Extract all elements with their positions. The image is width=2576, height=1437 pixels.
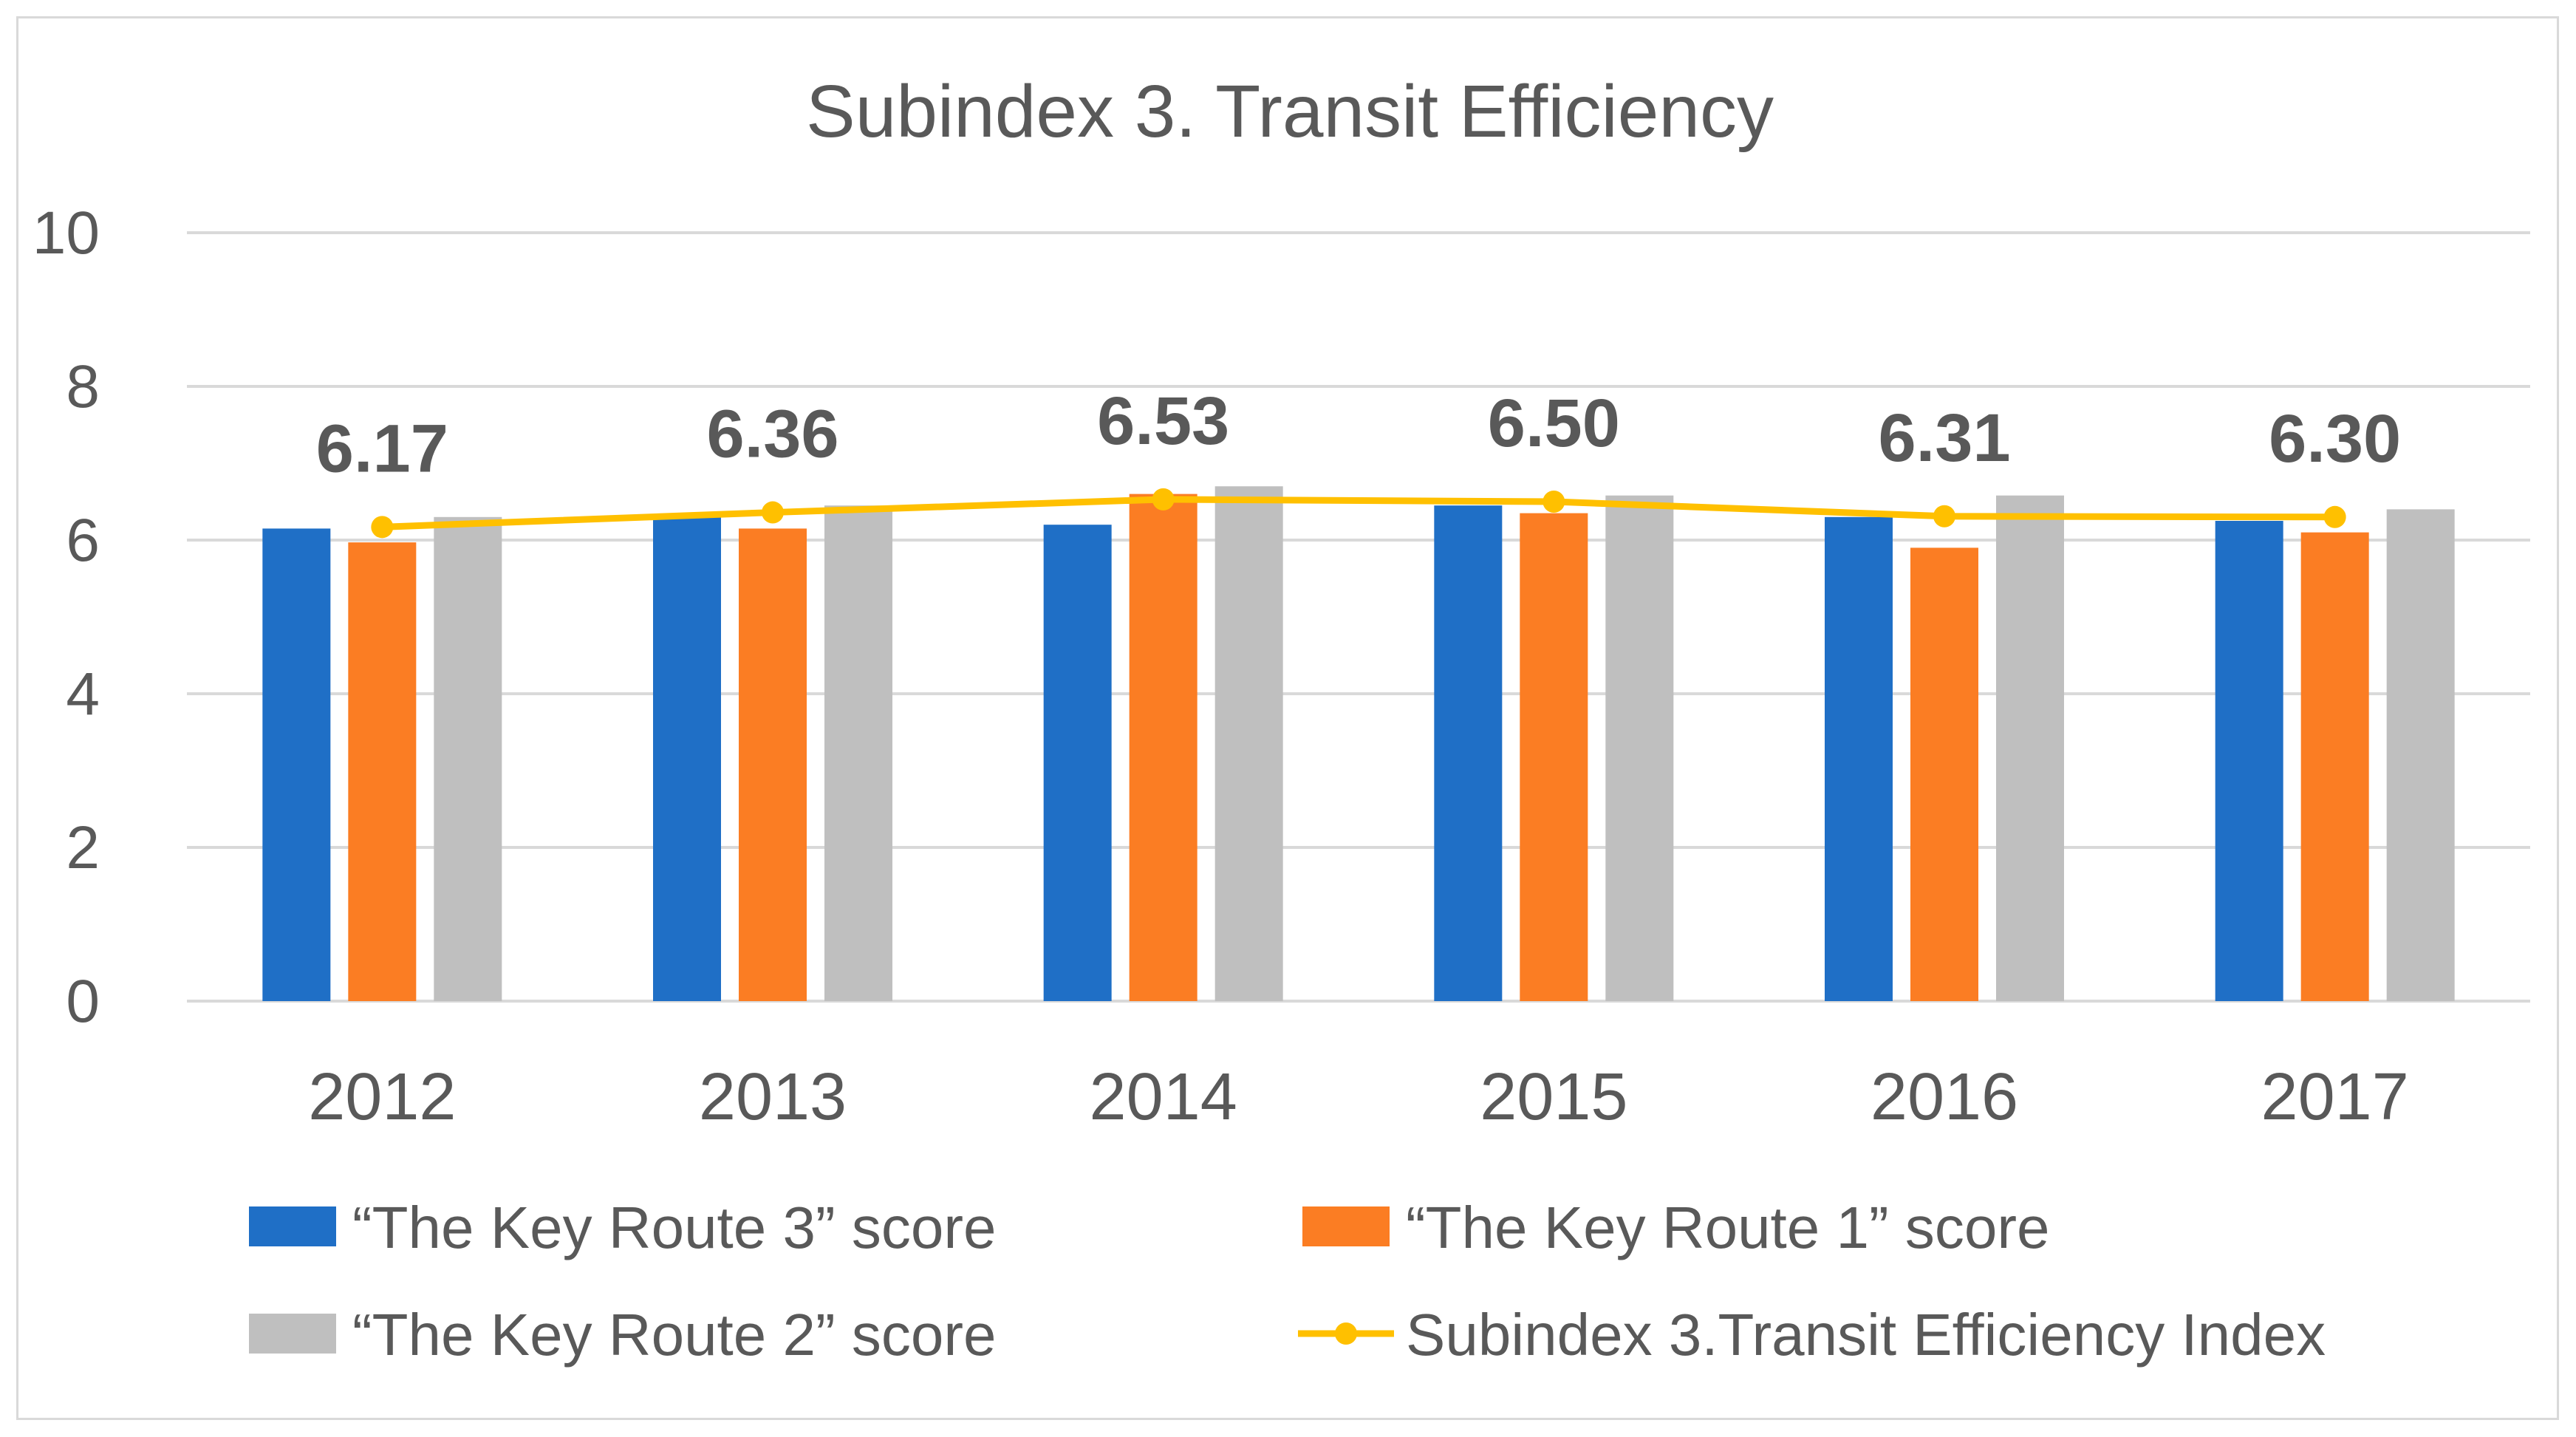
- x-tick-label: 2017: [2261, 1060, 2409, 1134]
- line-point: [1933, 505, 1955, 528]
- legend-item: “The Key Route 2” score: [249, 1302, 996, 1368]
- bar: [1605, 495, 1674, 1001]
- legend-item: Subindex 3.Transit Efficiency Index: [1298, 1302, 2326, 1368]
- legend: “The Key Route 3” score “The Key Route 1”…: [249, 1195, 2326, 1368]
- data-labels: 6.17 6.36 6.53 6.50 6.31 6.30: [316, 383, 2401, 486]
- legend-swatch: [249, 1206, 336, 1246]
- chart-svg: Subindex 3. Transit Efficiency 6.17 6.36 6…: [33, 70, 2530, 1368]
- y-tick-label: 10: [33, 199, 100, 267]
- y-tick-label: 8: [66, 353, 100, 420]
- legend-label: “The Key Route 2” score: [352, 1302, 996, 1368]
- legend-label: “The Key Route 3” score: [352, 1195, 996, 1260]
- data-label: 6.31: [1878, 400, 2010, 476]
- bar: [1214, 486, 1283, 1001]
- bar: [1434, 505, 1503, 1001]
- data-label: 6.17: [316, 411, 448, 486]
- line-point: [371, 516, 394, 539]
- bar: [1043, 525, 1112, 1001]
- data-label: 6.50: [1488, 386, 1620, 461]
- y-tick-label: 4: [66, 661, 100, 728]
- line-point: [762, 501, 784, 524]
- bar: [1129, 494, 1198, 1001]
- bar: [2215, 521, 2283, 1001]
- bar: [1910, 547, 1978, 1001]
- x-tick-label: 2013: [699, 1060, 847, 1134]
- legend-label: Subindex 3.Transit Efficiency Index: [1406, 1302, 2326, 1368]
- chart-frame: Subindex 3. Transit Efficiency 6.17 6.36 6…: [16, 16, 2559, 1420]
- bars: [262, 486, 2455, 1001]
- legend-swatch: [249, 1314, 336, 1354]
- bar: [1996, 495, 2064, 1001]
- legend-item: “The Key Route 3” score: [249, 1195, 996, 1260]
- x-tick-label: 2014: [1090, 1060, 1237, 1134]
- bar: [262, 528, 331, 1001]
- legend-swatch: [1302, 1206, 1390, 1246]
- line-series: [371, 488, 2346, 539]
- line-point: [2323, 505, 2346, 528]
- x-tick-label: 2012: [308, 1060, 456, 1134]
- legend-label: “The Key Route 1” score: [1406, 1195, 2049, 1260]
- grid: [187, 231, 2530, 1003]
- y-tick-label: 6: [66, 507, 100, 574]
- y-tick-label: 2: [66, 814, 100, 881]
- y-tick-label: 0: [66, 968, 100, 1035]
- bar: [2300, 532, 2369, 1001]
- bar: [739, 528, 807, 1001]
- bar: [348, 542, 417, 1001]
- bar: [653, 516, 721, 1001]
- data-label: 6.30: [2269, 401, 2401, 477]
- chart-title: Subindex 3. Transit Efficiency: [806, 70, 1774, 153]
- bar: [824, 505, 892, 1001]
- data-label: 6.53: [1097, 383, 1229, 459]
- data-label: 6.36: [706, 397, 838, 472]
- bar: [2386, 509, 2455, 1001]
- line-point: [1542, 491, 1565, 513]
- bar: [1520, 513, 1588, 1001]
- legend-item: “The Key Route 1” score: [1302, 1195, 2049, 1260]
- legend-marker: [1335, 1322, 1357, 1345]
- bar: [1825, 516, 1893, 1001]
- index-line: [382, 496, 2335, 530]
- x-tick-label: 2016: [1870, 1060, 2018, 1134]
- line-point: [1152, 488, 1175, 511]
- x-tick-label: 2015: [1480, 1060, 1627, 1134]
- axis-labels: 0 2 4 6 8 10 2012 2013 2014 2015 2016 2017: [33, 199, 2409, 1134]
- bar: [434, 516, 502, 1001]
